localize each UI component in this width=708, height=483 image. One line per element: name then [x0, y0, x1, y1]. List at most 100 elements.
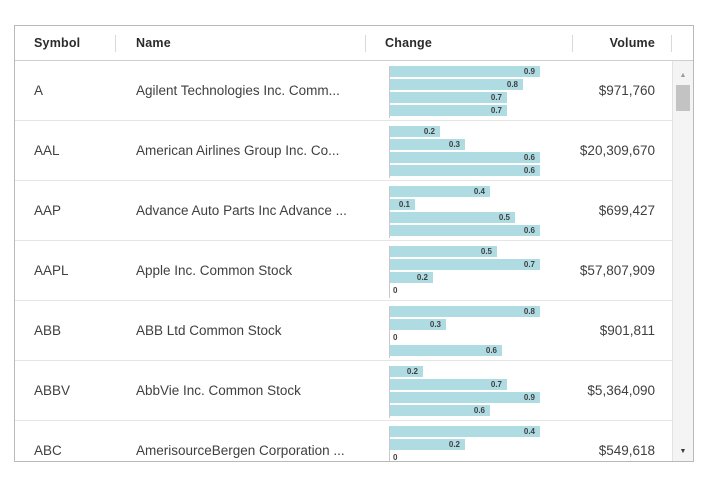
volume-cell: $20,309,670 [573, 121, 672, 180]
change-bar-label: 0.9 [523, 67, 535, 76]
column-header-label: Change [385, 36, 433, 50]
change-bar-label: 0 [393, 453, 398, 461]
column-header-name[interactable]: Name [116, 26, 366, 60]
change-bar [390, 272, 433, 283]
change-bar [390, 66, 540, 77]
change-bar-label: 0.8 [523, 307, 535, 316]
change-bar [390, 345, 502, 356]
table-row[interactable]: A Agilent Technologies Inc. Comm... 0.9 0… [15, 61, 672, 121]
volume-cell: $901,811 [573, 301, 672, 360]
table-row[interactable]: ABB ABB Ltd Common Stock 0.8 0.3 0 0.6 $901… [15, 301, 672, 361]
table-row[interactable]: ABBV AbbVie Inc. Common Stock 0.2 0.7 0.9 0… [15, 361, 672, 421]
change-cell: 0.8 0.3 0 0.6 [366, 301, 573, 360]
column-header-volume[interactable]: Volume [573, 26, 672, 60]
symbol-text: AAL [34, 143, 60, 158]
name-text: AbbVie Inc. Common Stock [136, 383, 301, 398]
volume-text: $901,811 [599, 323, 655, 338]
column-header-label: Symbol [34, 36, 81, 50]
change-bar [390, 92, 507, 103]
volume-text: $20,309,670 [579, 143, 655, 158]
change-bar-label: 0.1 [398, 200, 410, 209]
volume-cell: $57,807,909 [573, 241, 672, 300]
volume-text: $549,618 [598, 443, 655, 458]
change-bar-label: 0.4 [523, 427, 535, 436]
name-cell: Agilent Technologies Inc. Comm... [116, 61, 366, 120]
change-bar-label: 0.2 [448, 440, 460, 449]
volume-text: $5,364,090 [587, 383, 655, 398]
scroll-down-button[interactable]: ▼ [673, 443, 693, 459]
change-bar [390, 186, 490, 197]
change-bar [390, 366, 423, 377]
symbol-text: AAP [34, 203, 62, 218]
change-bar [390, 165, 540, 176]
change-bar [390, 379, 507, 390]
change-bar [390, 225, 540, 236]
change-cell: 0.5 0.7 0.2 0 [366, 241, 573, 300]
change-bar [390, 405, 490, 416]
change-sparkline-chart: 0.9 0.8 0.7 0.7 [389, 66, 544, 118]
change-bar [390, 319, 446, 330]
change-bar-label: 0.4 [473, 187, 485, 196]
change-bar [390, 79, 523, 90]
volume-cell: $971,760 [573, 61, 672, 120]
change-sparkline-chart: 0.4 0.1 0.5 0.6 [389, 186, 544, 238]
symbol-cell: AAP [15, 181, 116, 240]
change-cell: 0.4 0.2 0 [366, 421, 573, 461]
symbol-text: ABBV [34, 383, 71, 398]
change-sparkline-chart: 0.2 0.3 0.6 0.6 [389, 126, 544, 178]
volume-text: $57,807,909 [579, 263, 655, 278]
scrollbar-thumb[interactable] [676, 85, 690, 111]
table-row[interactable]: ABC AmerisourceBergen Corporation ... 0.… [15, 421, 672, 461]
table-row[interactable]: AAPL Apple Inc. Common Stock 0.5 0.7 0.2 0 … [15, 241, 672, 301]
volume-text: $699,427 [598, 203, 655, 218]
symbol-cell: ABB [15, 301, 116, 360]
change-bar-label: 0.7 [490, 106, 502, 115]
change-sparkline-chart: 0.8 0.3 0 0.6 [389, 306, 544, 358]
change-bar [390, 259, 540, 270]
vertical-scrollbar[interactable]: ▲ ▼ [672, 61, 693, 461]
change-bar [390, 426, 540, 437]
change-bar [390, 139, 465, 150]
symbol-text: ABB [34, 323, 62, 338]
column-header-symbol[interactable]: Symbol [15, 26, 116, 60]
change-bar-label: 0 [393, 333, 398, 342]
scroll-down-icon: ▼ [679, 447, 687, 455]
change-bar-label: 0.7 [490, 380, 502, 389]
change-bar-label: 0.6 [523, 226, 535, 235]
name-cell: American Airlines Group Inc. Co... [116, 121, 366, 180]
table-row[interactable]: AAL American Airlines Group Inc. Co... 0… [15, 121, 672, 181]
column-header-change[interactable]: Change [366, 26, 573, 60]
change-bar-label: 0 [393, 286, 398, 295]
change-bar-label: 0.8 [506, 80, 518, 89]
change-sparkline-chart: 0.4 0.2 0 [389, 426, 544, 461]
name-cell: AbbVie Inc. Common Stock [116, 361, 366, 420]
name-text: Advance Auto Parts Inc Advance ... [136, 203, 347, 218]
change-bar-label: 0.3 [429, 320, 441, 329]
rows-viewport: A Agilent Technologies Inc. Comm... 0.9 0… [15, 61, 672, 461]
change-cell: 0.4 0.1 0.5 0.6 [366, 181, 573, 240]
change-bar [390, 439, 465, 450]
symbol-cell: AAL [15, 121, 116, 180]
table-row[interactable]: AAP Advance Auto Parts Inc Advance ... 0… [15, 181, 672, 241]
grid-body: A Agilent Technologies Inc. Comm... 0.9 0… [15, 61, 693, 461]
volume-cell: $549,618 [573, 421, 672, 461]
change-bar-label: 0.2 [406, 367, 418, 376]
name-text: Apple Inc. Common Stock [136, 263, 293, 278]
scroll-up-button[interactable]: ▲ [673, 67, 693, 83]
change-bar-label: 0.6 [485, 346, 497, 355]
stocks-data-grid: Symbol Name Change Volume A Agilent Tech… [14, 25, 694, 462]
change-bar-label: 0.6 [473, 406, 485, 415]
volume-cell: $5,364,090 [573, 361, 672, 420]
name-cell: ABB Ltd Common Stock [116, 301, 366, 360]
change-bar [390, 246, 497, 257]
symbol-text: AAPL [34, 263, 69, 278]
change-bar [390, 105, 507, 116]
symbol-cell: A [15, 61, 116, 120]
change-bar [390, 152, 540, 163]
change-bar [390, 126, 440, 137]
change-bar-label: 0.6 [523, 153, 535, 162]
change-bar [390, 392, 540, 403]
change-bar-label: 0.5 [498, 213, 510, 222]
name-text: Agilent Technologies Inc. Comm... [136, 83, 340, 98]
change-sparkline-chart: 0.5 0.7 0.2 0 [389, 246, 544, 298]
